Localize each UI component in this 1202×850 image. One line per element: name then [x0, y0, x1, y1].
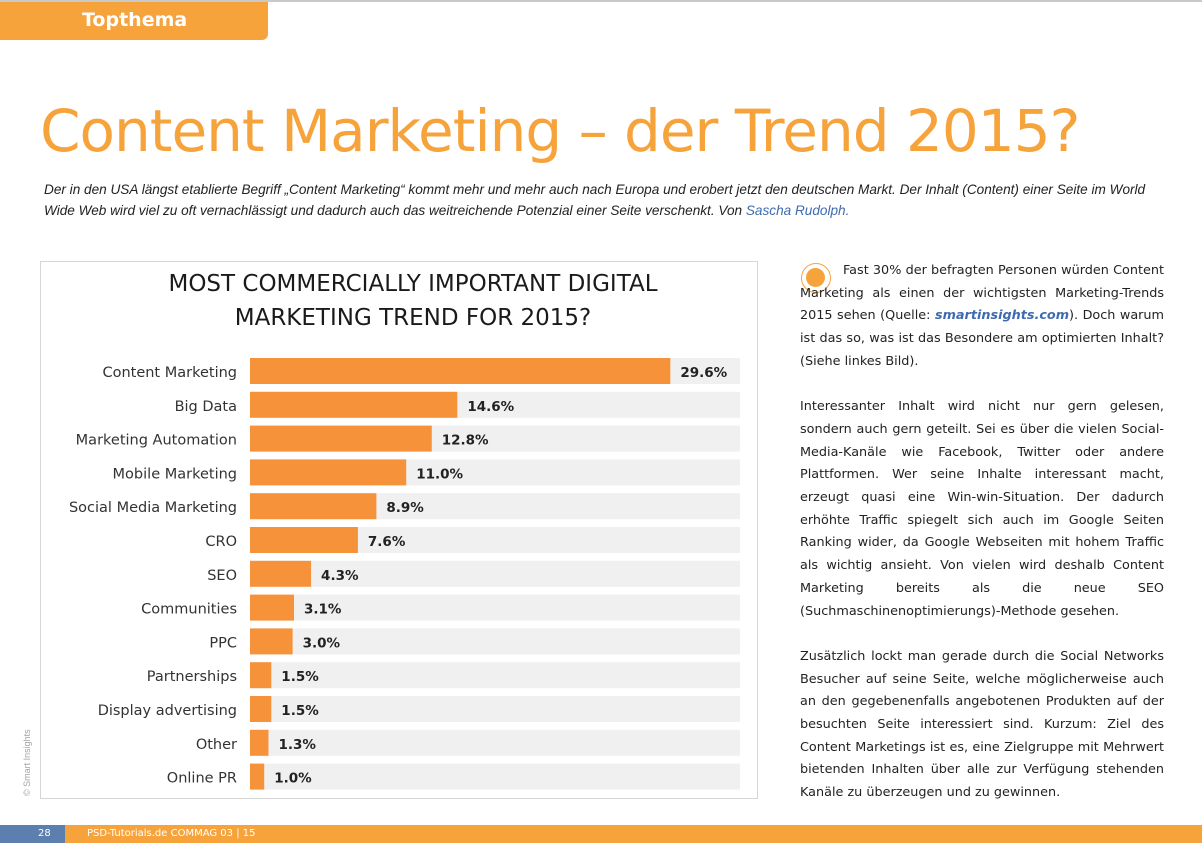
body-paragraph-3: Zusätzlich lockt man gerade durch die So…: [800, 648, 1164, 801]
bottom-margin: [0, 843, 1202, 850]
body-column: Fast 30% der befragten Personen würden C…: [800, 260, 1164, 828]
value-label: 3.1%: [304, 602, 342, 618]
bar: [250, 391, 458, 418]
value-label: 1.5%: [281, 703, 319, 719]
bar-chart: MOST COMMERCIALLY IMPORTANT DIGITAL MARKE…: [40, 261, 758, 799]
bar: [250, 594, 295, 621]
value-label: 1.3%: [278, 737, 316, 753]
author-name: Sascha Rudolph.: [745, 203, 850, 218]
bar: [250, 628, 293, 655]
category-label: Other: [196, 737, 237, 753]
category-label: Big Data: [175, 399, 237, 415]
bar-chart-svg: MOST COMMERCIALLY IMPORTANT DIGITAL MARKE…: [69, 271, 740, 790]
bar: [250, 729, 269, 756]
category-label: PPC: [209, 635, 237, 651]
value-label: 12.8%: [442, 433, 489, 449]
value-label: 1.5%: [281, 669, 319, 685]
bar: [250, 459, 407, 486]
category-label: Communities: [141, 602, 237, 618]
chart-title-line: MOST COMMERCIALLY IMPORTANT DIGITAL: [168, 271, 657, 297]
page-number-box: 28: [0, 825, 65, 843]
category-label: Social Media Marketing: [69, 500, 237, 516]
bar: [250, 425, 432, 452]
footer-publication: PSD-Tutorials.de COMMAG 03 | 15: [87, 828, 256, 839]
value-label: 4.3%: [321, 568, 359, 584]
bar-track: [250, 594, 740, 621]
bar: [250, 560, 312, 587]
category-label: Online PR: [167, 771, 237, 787]
footer-bar: [0, 825, 1202, 843]
bar-track: [250, 763, 740, 790]
source-link[interactable]: smartinsights.com: [934, 308, 1070, 324]
category-label: CRO: [205, 534, 237, 550]
category-label: Mobile Marketing: [113, 466, 237, 482]
category-label: Content Marketing: [102, 365, 237, 381]
body-paragraph-1: Fast 30% der befragten Personen würden C…: [800, 260, 1164, 374]
chart-title-line: MARKETING TREND FOR 2015?: [235, 305, 592, 331]
value-label: 1.0%: [274, 771, 312, 787]
article-lead: Der in den USA längst etablierte Begriff…: [44, 179, 1164, 221]
bar-track: [250, 696, 740, 722]
body-p1-tail: ). Doch warum ist das so, was ist das Be…: [800, 308, 1165, 369]
bar: [250, 493, 377, 520]
bar-track: [250, 628, 740, 655]
page-number: 28: [38, 828, 51, 839]
bar: [250, 358, 671, 384]
category-label: Marketing Automation: [76, 433, 237, 449]
value-label: 29.6%: [680, 365, 727, 381]
category-label: Display advertising: [98, 703, 237, 719]
top-rule: [0, 0, 1202, 2]
bar-track: [250, 729, 740, 756]
value-label: 8.9%: [386, 500, 424, 516]
bar-track: [250, 662, 740, 689]
category-label: SEO: [207, 568, 237, 584]
bar: [250, 696, 272, 722]
bar-track: [250, 560, 740, 587]
body-paragraph-2: Interessanter Inhalt wird nicht nur gern…: [800, 399, 1164, 619]
bar: [250, 527, 358, 553]
body-p1-text: Fast 30% der befragten Personen würden C…: [800, 263, 1164, 324]
bar: [250, 763, 265, 790]
section-tag: Topthema: [0, 2, 268, 40]
category-label: Partnerships: [147, 669, 237, 685]
value-label: 3.0%: [303, 635, 341, 651]
value-label: 14.6%: [467, 399, 514, 415]
section-tag-label: Topthema: [82, 9, 188, 31]
chart-credit: © Smart Insights: [22, 729, 32, 796]
lead-text: Der in den USA längst etablierte Begriff…: [44, 182, 1146, 218]
value-label: 11.0%: [416, 466, 463, 482]
article-headline: Content Marketing – der Trend 2015?: [40, 97, 1080, 165]
bar: [250, 662, 272, 689]
bullet-icon: [801, 263, 831, 293]
value-label: 7.6%: [368, 534, 406, 550]
